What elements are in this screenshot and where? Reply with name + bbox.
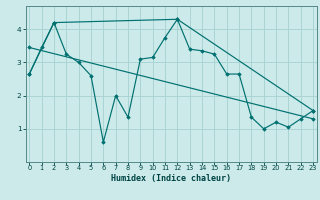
X-axis label: Humidex (Indice chaleur): Humidex (Indice chaleur) — [111, 174, 231, 183]
